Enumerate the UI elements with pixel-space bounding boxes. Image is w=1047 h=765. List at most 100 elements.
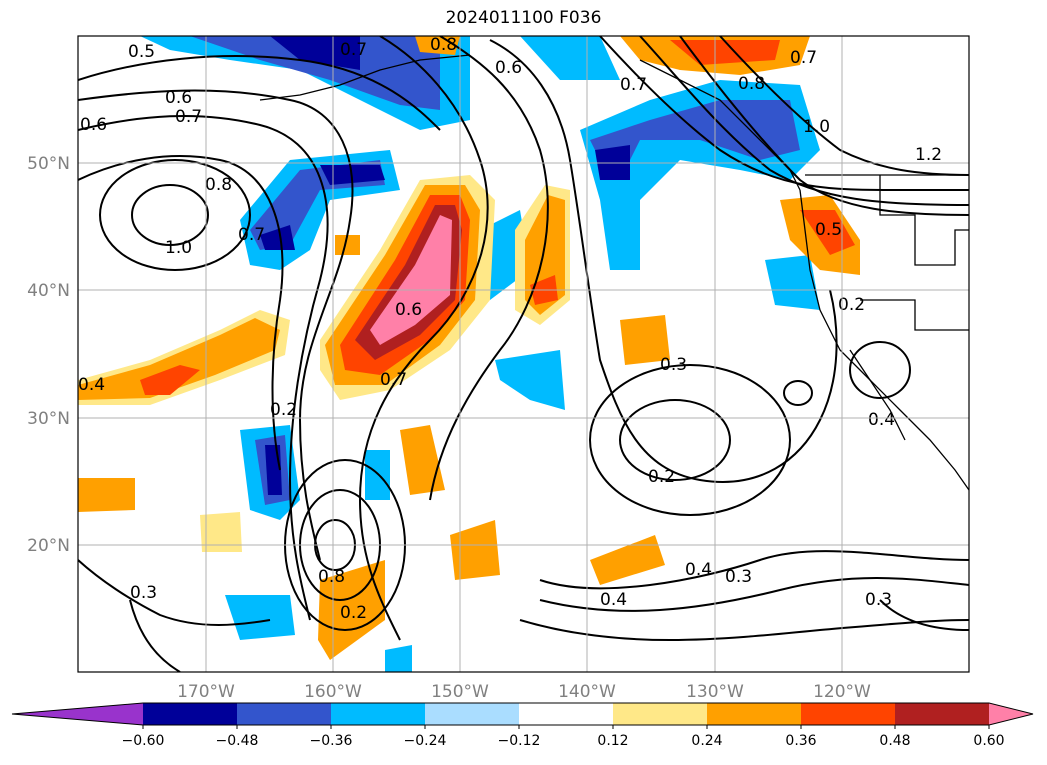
contour-line (539, 550, 969, 590)
contour-label: 0.6 (395, 300, 422, 320)
contour-small-ring (783, 380, 813, 406)
coastline-alaska (259, 54, 471, 101)
contour-line (599, 36, 969, 191)
contour-line (879, 599, 969, 631)
contour-label: 0.7 (340, 40, 367, 60)
contour-label: 0.2 (270, 400, 297, 420)
contour-labels: 0.5 0.6 0.7 0.6 0.8 0.7 1.0 0.7 0.8 0.7 … (78, 35, 942, 623)
contour-mid-ring (619, 399, 731, 481)
lon-label: 120°W (813, 682, 871, 702)
colorbar-segment (613, 703, 708, 725)
contour-label: 1.0 (165, 238, 192, 258)
coastline-us-west (799, 189, 969, 491)
lat-label: 20°N (27, 536, 70, 556)
pos-region-jet-pink (370, 215, 452, 345)
contour-label: 0.7 (175, 107, 202, 127)
colorbar-tick-label: 0.36 (785, 733, 816, 749)
lon-label: 130°W (686, 682, 744, 702)
contour-label: 0.5 (128, 42, 155, 62)
contour-label: 0.8 (738, 74, 765, 94)
contour-line (519, 619, 969, 641)
lat-label: 30°N (27, 409, 70, 429)
colorbar-segment (895, 703, 990, 725)
contour-line (679, 36, 969, 216)
colorbar: −0.60 −0.48 −0.36 −0.24 −0.12 0.12 0.24 0.36 0.4… (11, 702, 1034, 749)
colorbar-segment (331, 703, 426, 725)
contour-label: 1.2 (915, 145, 942, 165)
contour-small-ring2 (849, 341, 911, 399)
neg-region-sw (225, 595, 295, 640)
neg-region-mid-dark (260, 165, 385, 250)
colorbar-segment (519, 703, 614, 725)
contour-label: 0.5 (815, 220, 842, 240)
colorbar-extend-min (12, 703, 143, 725)
contour-label: 0.4 (685, 560, 712, 580)
contour-line (78, 89, 354, 561)
contour-label: 0.6 (495, 58, 522, 78)
colorbar-tick-label: −0.12 (498, 733, 541, 749)
neg-region-south2 (365, 450, 412, 672)
contour-label: 0.6 (80, 115, 107, 135)
contour-label: 0.2 (340, 603, 367, 623)
contour-line (719, 36, 969, 176)
neg-region-north-core (190, 36, 440, 110)
border-states (879, 175, 969, 266)
contour-line (78, 155, 284, 471)
contour-line (78, 559, 271, 626)
pos-region-small6 (78, 478, 135, 512)
contour-label: 1.0 (803, 117, 830, 137)
lon-label: 170°W (177, 682, 235, 702)
colorbar-segment (425, 703, 520, 725)
contour-label: 0.7 (790, 48, 817, 68)
neg-region-north-dark (270, 36, 360, 70)
contour-line (129, 599, 181, 672)
border-us-mexico (860, 299, 969, 331)
neg-region-gulf-core (590, 100, 800, 180)
pos-region-coast-red (800, 210, 855, 255)
coastlines (259, 54, 969, 491)
contour-label: 0.6 (165, 88, 192, 108)
colorbar-tick-label: 0.12 (597, 733, 628, 749)
contour-label: 0.8 (430, 35, 457, 55)
map-title: 2024011100 F036 (445, 8, 602, 28)
contour-label: 0.8 (205, 175, 232, 195)
contour-label: 0.3 (865, 590, 892, 610)
lon-label: 160°W (304, 682, 362, 702)
colorbar-segment (237, 703, 332, 725)
gridlines (78, 36, 969, 672)
colorbar-tick-label: 0.48 (879, 733, 910, 749)
colorbar-tick-label: −0.48 (216, 733, 259, 749)
map-frame (77, 35, 970, 673)
contour-line (539, 577, 969, 612)
contour-label: 0.2 (838, 295, 865, 315)
pos-region-west-red (140, 365, 200, 395)
coastline-bc (639, 59, 801, 191)
contour-high-center (131, 184, 209, 246)
colorbar-segment (801, 703, 896, 725)
contour-label: 0.3 (725, 567, 752, 587)
contour-line (78, 114, 329, 621)
contour-label: 0.8 (318, 567, 345, 587)
colorbar-tick-label: 0.60 (973, 733, 1004, 749)
pos-region-small4 (590, 535, 665, 585)
contour-label: 0.2 (648, 467, 675, 487)
colorbar-tick-label: −0.36 (310, 733, 353, 749)
lon-label: 140°W (558, 682, 616, 702)
contour-mid-ring-outer (589, 364, 791, 516)
pos-region-small3 (450, 520, 500, 580)
pos-region-small1 (620, 315, 670, 365)
contour-label: 0.3 (660, 355, 687, 375)
pos-region-small8 (335, 235, 360, 255)
contour-label: 0.4 (600, 590, 627, 610)
lat-label: 40°N (27, 281, 70, 301)
colorbar-tick-label: −0.60 (122, 733, 165, 749)
pos-region-small2 (400, 425, 445, 495)
coastline-baja (849, 349, 906, 441)
pos-region-small7 (200, 512, 242, 552)
neg-region-alaska (520, 36, 620, 80)
lat-label: 50°N (27, 154, 70, 174)
colorbar-tick-label: 0.24 (691, 733, 722, 749)
contour-line (78, 55, 441, 131)
colorbar-extend-max (989, 703, 1033, 725)
